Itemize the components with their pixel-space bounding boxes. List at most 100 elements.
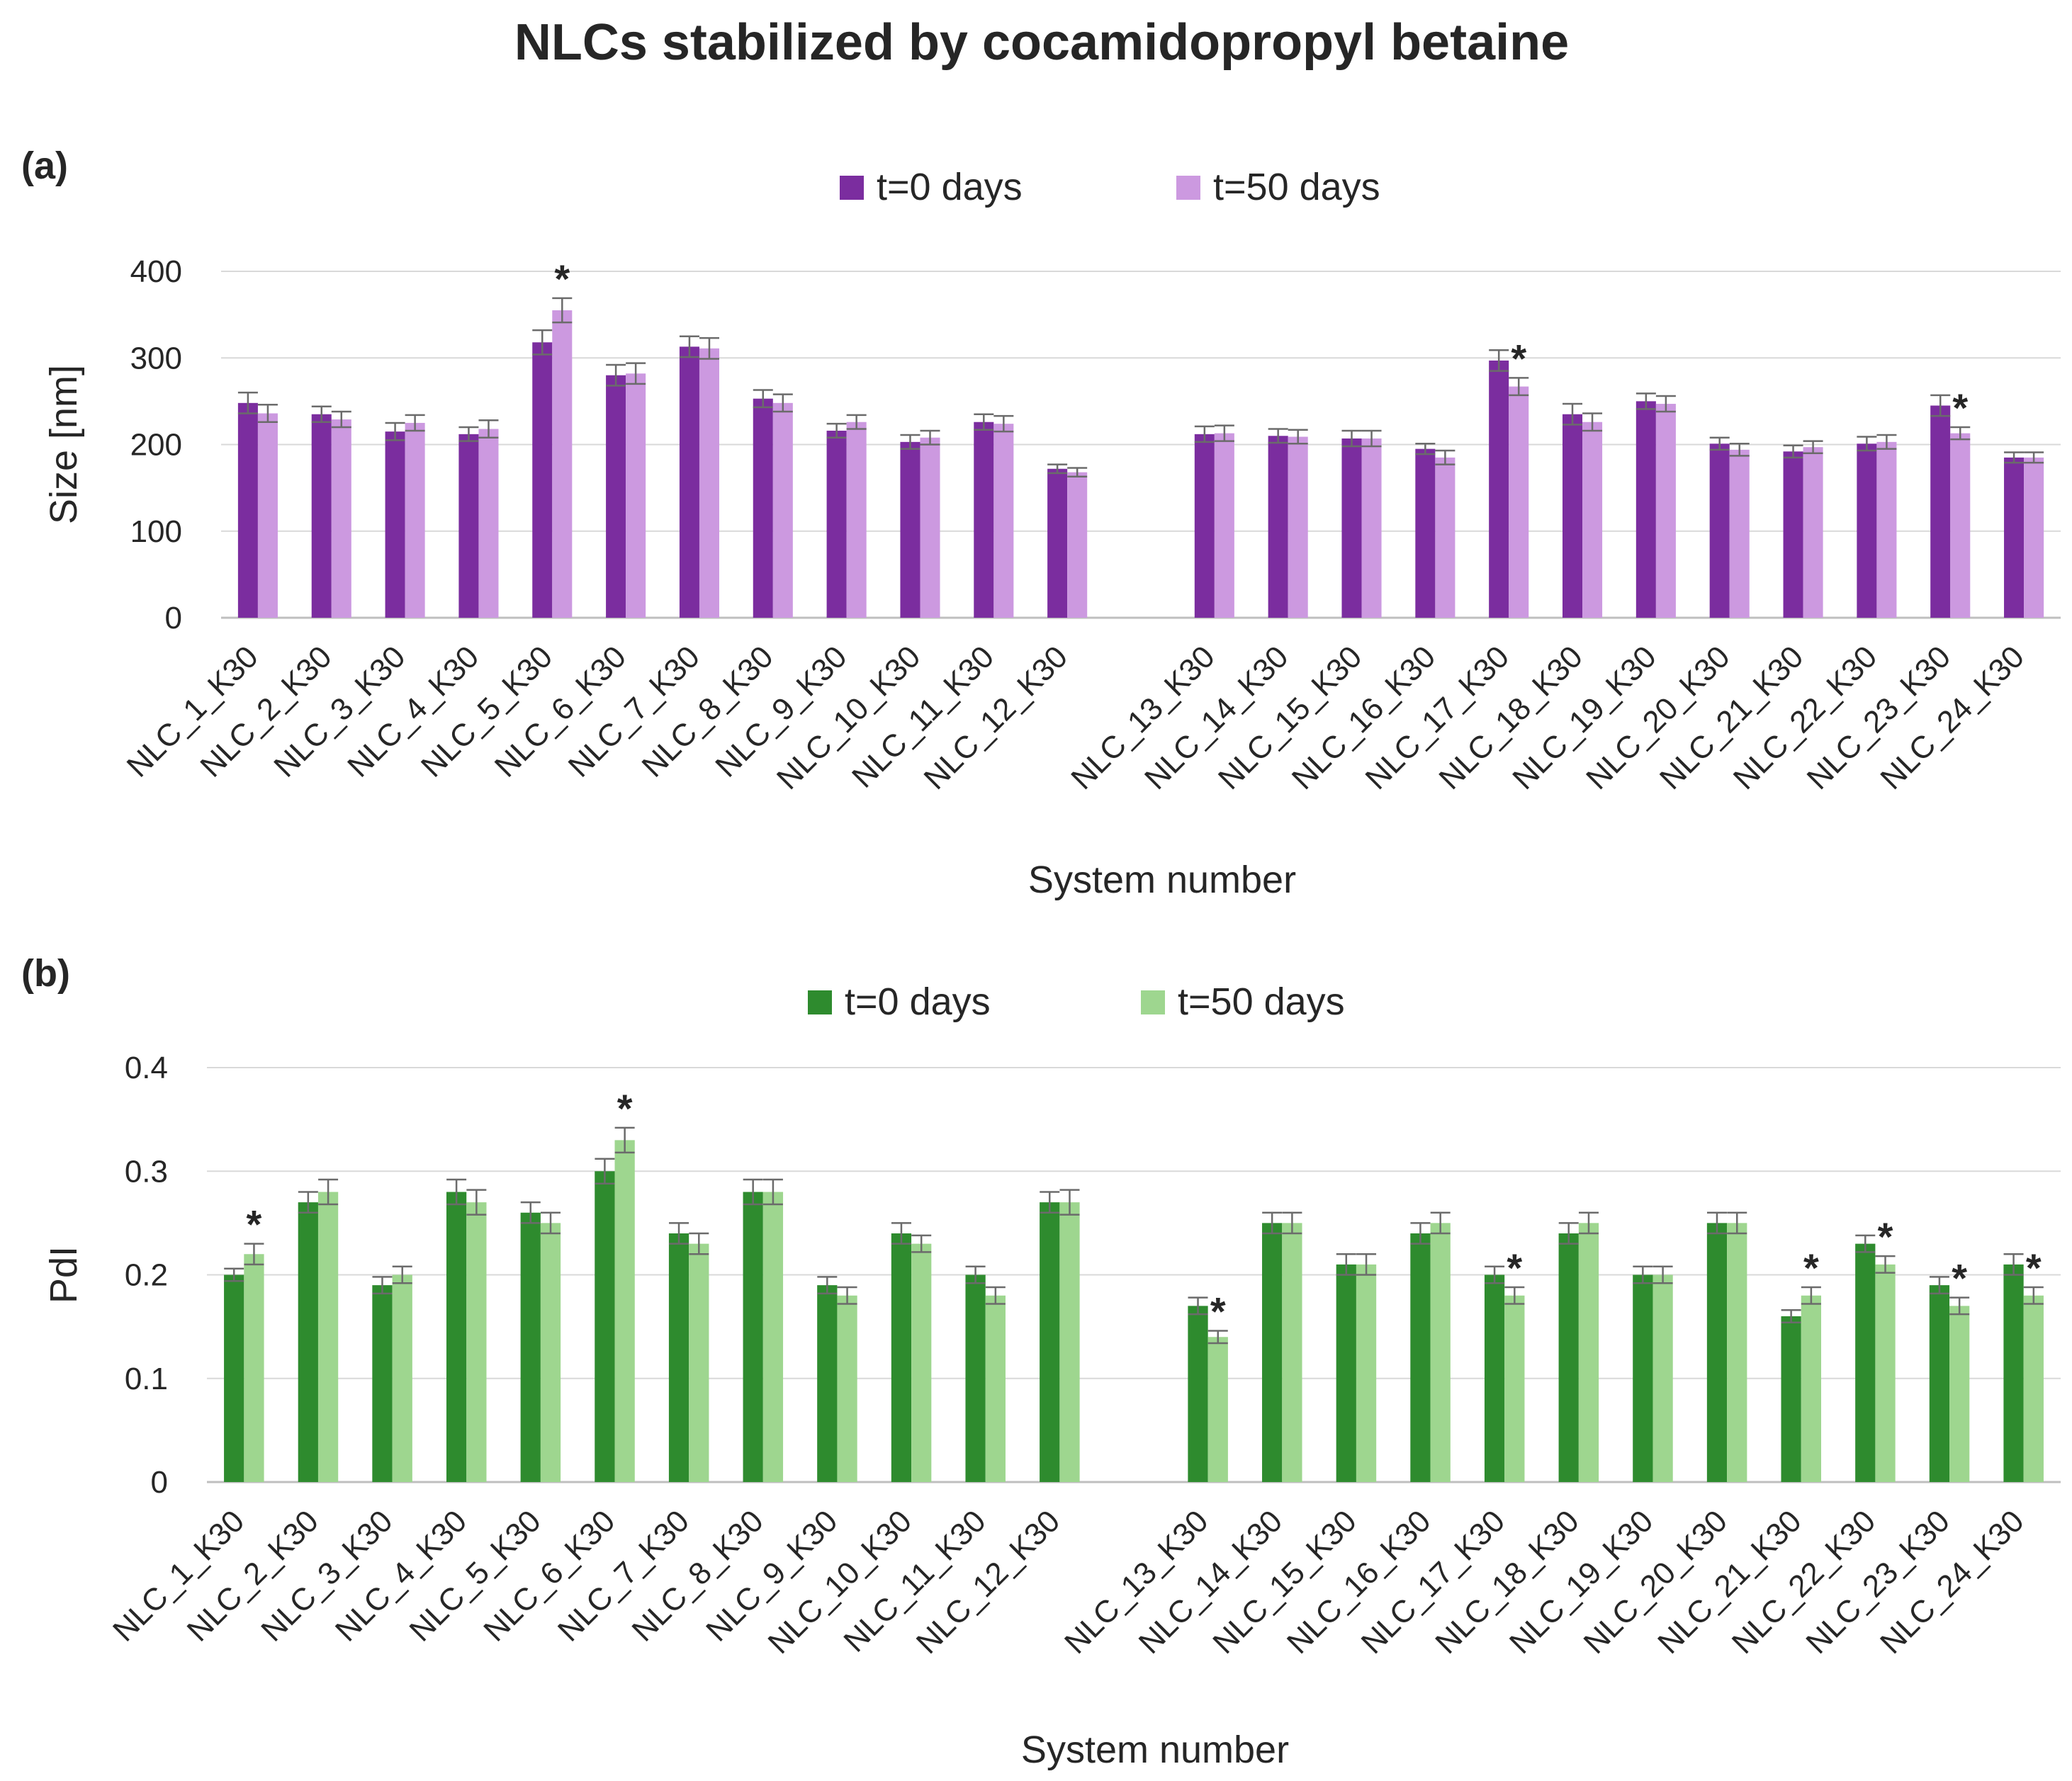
- bar-t0: [606, 375, 626, 618]
- bar-t0: [743, 1192, 763, 1482]
- bar-t50: [762, 1192, 784, 1482]
- legend-swatch-t0: [808, 990, 832, 1014]
- bar-t0: [1633, 1274, 1653, 1482]
- bar-t50: [699, 348, 719, 618]
- bar-t0: [974, 422, 994, 618]
- bar-t50: [689, 1243, 709, 1482]
- bar-t0: [1563, 414, 1583, 618]
- y-tick-label: 100: [130, 514, 182, 549]
- bar-t0: [237, 402, 258, 618]
- significance-marker: *: [1878, 1214, 1893, 1259]
- y-tick-label: 0.2: [125, 1258, 168, 1293]
- bar-t0: [532, 342, 553, 618]
- bar-t50: [1727, 1223, 1747, 1482]
- y-tick-label: 400: [130, 254, 182, 289]
- bar-t0: [668, 1233, 689, 1482]
- bar-t50: [1288, 436, 1308, 618]
- y-tick-label: 300: [130, 341, 182, 375]
- significance-marker: *: [1952, 1256, 1967, 1301]
- bar-t50: [1059, 1202, 1080, 1482]
- significance-marker: *: [1511, 336, 1526, 380]
- bar-t0: [1855, 1243, 1876, 1482]
- bar-t50: [1950, 433, 1971, 618]
- y-tick-label: 0.1: [125, 1362, 168, 1396]
- bar-t0: [520, 1212, 541, 1482]
- bar-t0: [1047, 468, 1068, 618]
- bar-t50: [1949, 1306, 1970, 1482]
- panel-label: (a): [21, 145, 68, 187]
- bar-t0: [311, 414, 332, 618]
- bar-t0: [1781, 1316, 1801, 1482]
- bar-t0: [1484, 1274, 1505, 1482]
- y-tick-label: 0: [151, 1465, 168, 1500]
- bar-t0: [1709, 443, 1730, 618]
- bar-t50: [1504, 1295, 1525, 1482]
- legend-label-t50: t=50 days: [1178, 980, 1345, 1023]
- legend-label-t50: t=50 days: [1213, 166, 1380, 208]
- bar-t0: [458, 434, 479, 618]
- bar-t50: [626, 373, 646, 618]
- figure-title: NLCs stabilized by cocamidopropyl betain…: [514, 14, 1569, 71]
- bar-t0: [1783, 451, 1803, 618]
- bar-t50: [244, 1254, 264, 1482]
- panel-b-pdi-chart: (b) t=0 days t=50 days 0 0.1 0.2 0.3 0.4 PdI Syst…: [21, 952, 2061, 1771]
- y-tick-label: 0.4: [125, 1051, 168, 1085]
- y-axis-title: Size [nm]: [43, 365, 85, 524]
- bar-t0: [965, 1274, 986, 1482]
- bar-t0: [753, 398, 773, 618]
- bar-t0: [900, 441, 920, 618]
- y-tick-label: 0.3: [125, 1154, 168, 1189]
- significance-marker: *: [1803, 1245, 1819, 1290]
- legend-swatch-t50: [1176, 176, 1200, 200]
- bar-t50: [1361, 438, 1382, 618]
- bar-t0: [1857, 443, 1877, 618]
- bar-t50: [1214, 433, 1234, 618]
- bar-t0: [1262, 1223, 1283, 1482]
- bar-t0: [372, 1285, 393, 1482]
- bar-t0: [1341, 438, 1362, 618]
- bar-t0: [385, 431, 405, 618]
- y-tick-label: 0: [165, 601, 182, 635]
- bar-t0: [1410, 1233, 1431, 1482]
- bar-t0: [1706, 1223, 1728, 1482]
- significance-marker: *: [1507, 1245, 1522, 1290]
- bar-t50: [2023, 1295, 2044, 1482]
- bar-t0: [1188, 1306, 1208, 1482]
- bar-t0: [679, 346, 699, 618]
- bar-t50: [1067, 472, 1088, 618]
- significance-marker: *: [1210, 1289, 1226, 1333]
- bar-t50: [540, 1223, 561, 1482]
- bar-t50: [772, 402, 793, 618]
- bar-t50: [1582, 422, 1603, 618]
- bar-t0: [1415, 448, 1436, 618]
- bar-t50: [1509, 386, 1529, 618]
- legend-swatch-t0: [840, 176, 864, 200]
- bar-t50: [993, 424, 1014, 618]
- bar-t50: [331, 419, 351, 618]
- bar-t0: [595, 1171, 615, 1482]
- bar-t0: [1930, 405, 1951, 618]
- x-axis-title: System number: [1021, 1729, 1289, 1771]
- bar-t50: [1435, 457, 1456, 618]
- bar-t50: [317, 1192, 339, 1482]
- bar-t50: [1207, 1337, 1228, 1482]
- significance-marker: *: [554, 256, 570, 301]
- bar-t50: [614, 1140, 635, 1482]
- bar-t0: [1489, 360, 1509, 618]
- y-tick-label: 200: [130, 428, 182, 463]
- bar-t50: [1430, 1223, 1451, 1482]
- bar-t0: [1929, 1285, 1950, 1482]
- bar-t0: [2004, 457, 2025, 618]
- bar-t50: [2024, 457, 2044, 618]
- bar-t50: [392, 1274, 412, 1482]
- bar-t50: [478, 429, 499, 618]
- panel-a-size-chart: (a) t=0 days t=50 days 0 100 200 300 400 Size [n…: [21, 145, 2061, 901]
- bar-t0: [1336, 1264, 1356, 1482]
- bar-t0: [1268, 436, 1288, 618]
- bar-t50: [1803, 447, 1823, 618]
- bar-t50: [1875, 1264, 1896, 1482]
- bar-t0: [224, 1274, 244, 1482]
- bar-t50: [1282, 1223, 1302, 1482]
- bar-t50: [1655, 404, 1676, 618]
- significance-marker: *: [247, 1202, 262, 1247]
